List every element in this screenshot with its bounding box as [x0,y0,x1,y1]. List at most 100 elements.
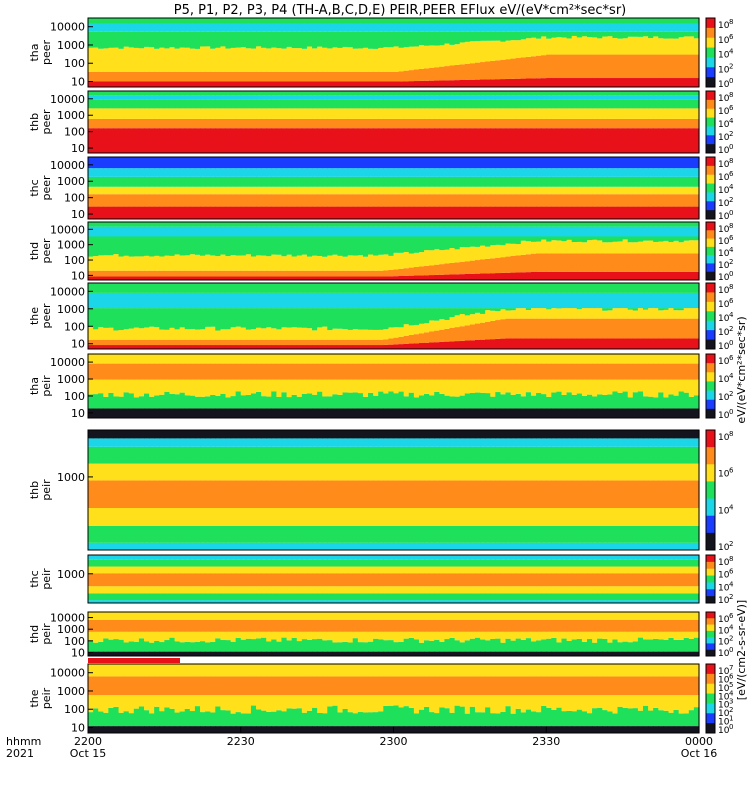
colorbar-tick-base: 10 [718,638,730,648]
tha-peir-label-probe: tha [28,377,41,395]
colorbar-segment [706,292,715,303]
colorbar-segment [706,174,715,185]
colorbar-tick-exp: 2 [729,62,733,70]
colorbar-tick-base: 10 [718,146,730,156]
the-peer-colorbar [705,282,716,350]
colorbar-segment [706,238,715,248]
colorbar-segment [706,117,715,127]
colorbar-tick-exp: 2 [729,390,733,398]
colorbar-segment [706,390,715,401]
colorbar-tick-base: 10 [718,314,730,324]
the-peer-frame [87,282,700,350]
y-tick-label: 1000 [57,623,85,636]
thb-peir-spectrogram [88,430,700,550]
colorbar-tick-base: 10 [718,107,730,117]
colorbar-segment [706,301,715,312]
colorbar-tick-base: 10 [718,160,730,170]
colorbar-tick-base: 10 [718,684,730,694]
colorbar-segment [706,381,715,392]
y-tick-label: 1000 [57,175,85,188]
colorbar-tick-base: 10 [718,393,730,403]
x-tick-label: 2330 [532,735,560,748]
colorbar-segment [706,612,715,619]
colorbar-segment [706,183,715,193]
thd-peir-colorbar [705,611,716,657]
colorbar-tick-exp: 4 [729,580,734,588]
colorbar-segment [706,230,715,240]
y-tick-label: 100 [64,254,85,267]
colorbar-tick-base: 10 [718,571,730,581]
x-label-year: 2021 [6,747,34,760]
thb-peer-label-probe: thb [28,113,41,131]
colorbar-tick-exp: 2 [729,635,733,643]
colorbar-tick-base: 10 [718,649,730,659]
x-tick-date: Oct 15 [70,747,107,760]
colorbar-tick-exp: 4 [729,117,734,125]
tha-peer-spectrogram [88,18,700,87]
colorbar-segment [706,91,715,101]
thb-peir-colorbar [705,429,716,551]
colorbar-tick-base: 10 [718,726,730,736]
colorbar-tick-exp: 1 [729,715,733,723]
colorbar-tick-exp: 4 [729,183,734,191]
the-peer-label-probe: the [28,307,41,325]
colorbar-segment [706,18,715,29]
colorbar-tick-exp: 6 [729,672,734,680]
x-tick-label: 2200 [74,735,102,748]
y-tick-label: 10000 [50,356,85,369]
colorbar-tick-exp: 2 [729,258,733,266]
colorbar-segment [706,363,715,373]
colorbar-segment [706,673,715,685]
colorbar-tick-base: 10 [718,51,730,61]
thb-peir-label-probe: thb [28,481,41,499]
colorbar-segment [706,255,715,264]
colorbar-tick-exp: 0 [729,723,733,731]
thd-peir-label-type: peir [40,623,53,645]
colorbar-tick-exp: 6 [729,467,734,475]
y-tick-label: 10 [71,338,85,351]
colorbar-tick-exp: 8 [729,157,733,165]
colorbar-tick-base: 10 [718,273,730,283]
y-tick-label: 100 [64,390,85,403]
colorbar-segment [706,165,715,176]
colorbar-tick-base: 10 [718,375,730,385]
colorbar-segment [706,664,715,675]
y-tick-label: 100 [64,635,85,648]
y-tick-label: 1000 [57,109,85,122]
colorbar-tick-base: 10 [718,675,730,685]
thc-peir-frame [87,554,700,604]
colorbar-tick-base: 10 [718,286,730,296]
colorbar-segment [706,643,715,651]
colorbar-tick-exp: 8 [729,91,733,99]
colorbar-segment [706,589,715,597]
colorbar-segment [706,108,715,119]
colorbar-segment [706,135,715,145]
colorbar-tick-exp: 2 [729,706,733,714]
colorbar-segment [706,201,715,211]
figure-title: P5, P1, P2, P3, P4 (TH-A,B,C,D,E) PEIR,P… [174,3,627,18]
x-label-hhmm: hhmm [6,735,41,748]
y-tick-label: 1000 [57,568,85,581]
thd-peer-frame [87,221,700,281]
thd-peir-spectrogram [88,612,700,656]
y-tick-label: 10000 [50,93,85,106]
colorbar-tick-exp: 4 [729,623,734,631]
thd-peer-label-probe: thd [28,242,41,260]
y-tick-label: 100 [64,192,85,205]
tha-peir-frame [87,353,700,419]
colorbar-segment [706,693,715,704]
colorbar-segment [706,77,715,88]
thd-peir-frame [87,611,700,657]
thb-peer-label-type: peer [40,109,53,135]
colorbar-tick-exp: 8 [729,430,733,438]
